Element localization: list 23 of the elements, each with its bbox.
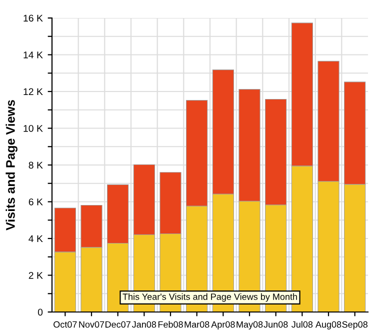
x-tick-label: Apr08 bbox=[211, 321, 235, 330]
y-tick-label: 0 bbox=[38, 308, 43, 316]
x-tick-label: Feb08 bbox=[158, 321, 183, 328]
y-tick-label: 4 K bbox=[28, 235, 43, 242]
x-tick-label: Dec07 bbox=[106, 321, 130, 328]
x-tick-label: Jun08 bbox=[264, 321, 288, 328]
y-tick-label: 16 K bbox=[24, 14, 43, 22]
annotation: This Year's Visits and Page Views by Month bbox=[122, 293, 297, 302]
x-tick-label: Mar08 bbox=[184, 321, 210, 328]
x-tick-label: Sep08 bbox=[342, 321, 368, 330]
y-tick-label: 8 K bbox=[28, 162, 43, 169]
y-tick-label: 12 K bbox=[24, 88, 43, 96]
y-tick-label: 2 K bbox=[28, 272, 43, 279]
y-axis-title: Visits and Page Views bbox=[6, 100, 18, 230]
x-tick-label: Aug08 bbox=[315, 321, 342, 330]
y-tick-label: 6 K bbox=[28, 198, 43, 206]
x-tick-label: Jul08 bbox=[292, 321, 313, 328]
x-tick-label: Jan08 bbox=[132, 321, 156, 328]
x-tick-label: Nov07 bbox=[79, 321, 104, 328]
y-tick-label: 10 K bbox=[24, 124, 43, 132]
x-tick-label: Oct07 bbox=[54, 321, 77, 328]
x-tick-label: May08 bbox=[236, 321, 263, 330]
y-tick-label: 14 K bbox=[24, 52, 43, 58]
